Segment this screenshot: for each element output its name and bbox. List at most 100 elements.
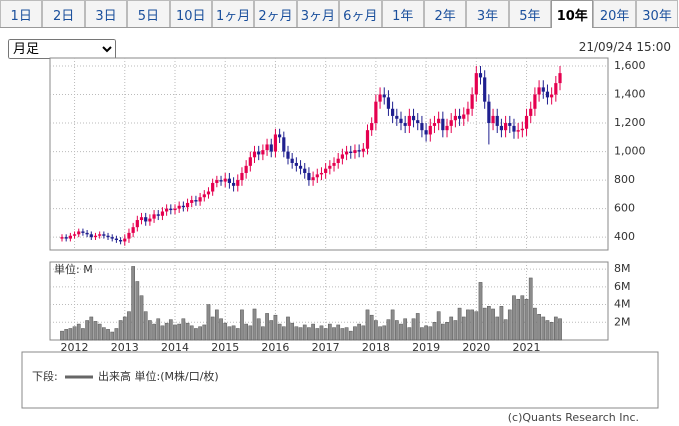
period-select[interactable]: 月足: [8, 39, 116, 59]
period-tab[interactable]: 1ヶ月: [211, 0, 255, 27]
volume-bar: [512, 295, 516, 341]
period-tab[interactable]: 20年: [593, 0, 636, 27]
candle-body: [227, 178, 231, 183]
volume-bar: [445, 322, 449, 341]
candle-body: [512, 125, 516, 132]
volume-bar: [302, 324, 307, 341]
x-tick-label: 2020: [462, 341, 490, 354]
volume-bar: [223, 322, 228, 341]
candle-body: [114, 238, 119, 241]
volume-bar: [118, 320, 123, 341]
period-tab[interactable]: 6ヶ月: [339, 0, 382, 27]
period-tab[interactable]: 3ヶ月: [296, 0, 340, 27]
volume-bar: [386, 319, 391, 341]
volume-bar: [466, 309, 470, 341]
volume-bar: [206, 304, 211, 341]
period-tab[interactable]: 5年: [508, 0, 552, 27]
volume-bar: [549, 322, 554, 341]
volume-bar: [528, 277, 533, 341]
candle-body: [403, 123, 407, 126]
period-tab[interactable]: 1日: [0, 0, 43, 27]
candle-body: [478, 73, 483, 78]
volume-bar: [327, 323, 332, 341]
volume-bar: [478, 282, 483, 341]
volume-bar: [474, 311, 479, 341]
x-tick-label: 2013: [111, 341, 139, 354]
volume-bar: [323, 328, 328, 341]
candle-body: [72, 234, 77, 236]
candle-body: [504, 123, 508, 131]
y-tick-label: 600: [614, 202, 635, 215]
candle-body: [307, 172, 311, 181]
candle-body: [545, 91, 550, 98]
candle-body: [152, 214, 156, 219]
period-tab[interactable]: 30年: [635, 0, 679, 27]
period-tab[interactable]: 5日: [127, 0, 170, 27]
candle-body: [290, 158, 294, 163]
candle-body: [533, 94, 537, 109]
volume-bar: [361, 325, 366, 341]
volume-bar: [520, 295, 525, 341]
candle-body: [77, 231, 81, 235]
volume-bar: [491, 308, 495, 341]
y-tick-label: 1,600: [614, 59, 646, 72]
period-tab[interactable]: 10年: [551, 0, 594, 28]
candle-body: [487, 101, 491, 124]
candle-body: [278, 134, 282, 138]
x-tick-label: 2018: [362, 341, 390, 354]
candle-body: [508, 123, 512, 126]
period-tab[interactable]: 1年: [381, 0, 424, 27]
candle-body: [529, 108, 533, 116]
volume-bar: [214, 309, 219, 341]
volume-bar: [189, 325, 194, 341]
y-tick-label: 4M: [614, 298, 631, 311]
volume-bar: [487, 306, 491, 341]
candle-body: [328, 165, 332, 169]
volume-bar: [248, 325, 253, 341]
y-tick-label: 1,200: [614, 116, 646, 129]
candle-body: [211, 182, 215, 192]
volume-bar: [503, 319, 508, 341]
volume-bar: [516, 298, 521, 341]
candle-body: [437, 118, 441, 124]
candle-body: [85, 232, 89, 235]
period-tab[interactable]: 2年: [423, 0, 467, 27]
candle-body: [215, 180, 219, 183]
volume-bar: [198, 326, 202, 341]
volume-bar: [281, 326, 286, 341]
candle-body: [424, 130, 428, 135]
candle-body: [541, 87, 545, 92]
volume-bar: [127, 311, 131, 341]
volume-bar: [81, 328, 85, 341]
candle-body: [257, 151, 261, 155]
candle-body: [344, 151, 349, 155]
candle-body: [298, 165, 303, 169]
volume-bar: [286, 316, 290, 341]
candle-body: [411, 115, 416, 121]
volume-bar: [164, 322, 169, 341]
volume-bar: [131, 266, 135, 341]
volume-bar: [524, 298, 529, 341]
volume-bar: [261, 326, 265, 341]
volume-bar: [457, 307, 462, 341]
volume-bar: [541, 316, 546, 341]
candle-body: [336, 158, 340, 163]
period-tab[interactable]: 2日: [42, 0, 85, 27]
candle-body: [202, 194, 206, 198]
volume-bar: [143, 311, 148, 341]
period-tab[interactable]: 3年: [466, 0, 509, 27]
volume-bar: [256, 318, 261, 341]
candle-body: [240, 172, 244, 181]
candle-body: [374, 101, 378, 124]
volume-bar: [181, 318, 186, 341]
candle-body: [60, 237, 64, 239]
period-tab[interactable]: 2ヶ月: [254, 0, 297, 27]
period-tab[interactable]: 10日: [169, 0, 212, 27]
candle-body: [294, 162, 298, 166]
candle-body: [520, 128, 524, 131]
volume-bar: [537, 314, 541, 341]
period-tab[interactable]: 3日: [84, 0, 128, 27]
legend-label: 出来高 単位:(M株/口/枚): [98, 369, 219, 383]
candle-body: [93, 235, 98, 238]
